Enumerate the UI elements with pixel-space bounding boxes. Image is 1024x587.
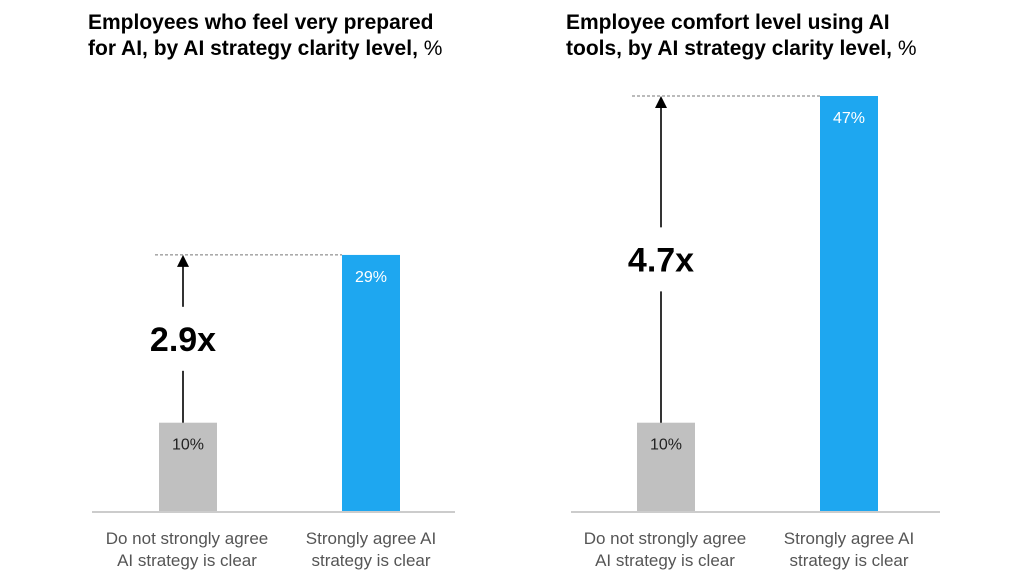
category-label-line-1: Strongly agree AI xyxy=(783,529,915,548)
bar-low xyxy=(159,422,217,511)
category-label-line-2: AI strategy is clear xyxy=(117,551,257,570)
data-label-low: 10% xyxy=(172,437,204,454)
category-label-low: Do not strongly agree AI strategy is cle… xyxy=(565,528,765,572)
chart-title: Employees who feel very prepared for AI,… xyxy=(88,10,442,62)
chart-title-line-2-text: tools, by AI strategy clarity level, xyxy=(566,37,898,60)
data-label-high: 29% xyxy=(355,269,387,286)
category-label-line-2: strategy is clear xyxy=(311,551,431,570)
category-label-high: Strongly agree AI strategy is clear xyxy=(749,528,949,572)
chart-title-line-1: Employee comfort level using AI xyxy=(566,11,890,34)
category-label-line-1: Do not strongly agree xyxy=(583,529,747,548)
arrow-head-icon xyxy=(177,254,189,267)
category-label-line-2: AI strategy is clear xyxy=(595,551,735,570)
category-label-high: Strongly agree AI strategy is clear xyxy=(271,528,471,572)
category-label-line-1: Strongly agree AI xyxy=(305,529,437,548)
chart-title-line-2-text: for AI, by AI strategy clarity level, xyxy=(88,37,424,60)
chart-title-line-2: for AI, by AI strategy clarity level, % xyxy=(88,36,442,62)
bar-chart-left: 10% 29% 2.9x xyxy=(92,254,455,513)
data-label-high: 47% xyxy=(833,110,865,127)
multiplier-label: 2.9x xyxy=(150,321,216,359)
category-label-low: Do not strongly agree AI strategy is cle… xyxy=(87,528,287,572)
chart-panel-left: Employees who feel very prepared for AI,… xyxy=(87,10,471,572)
chart-title: Employee comfort level using AI tools, b… xyxy=(566,10,917,62)
category-label-line-1: Do not strongly agree xyxy=(105,529,269,548)
chart-title-unit: % xyxy=(897,37,917,60)
bar-low xyxy=(637,422,695,511)
arrow-head-icon xyxy=(655,96,667,108)
multiplier-label: 4.7x xyxy=(628,241,694,279)
chart-title-line-1: Employees who feel very prepared xyxy=(88,11,434,34)
bar-high xyxy=(820,96,878,511)
chart-title-line-2: tools, by AI strategy clarity level, % xyxy=(566,36,917,62)
category-label-line-2: strategy is clear xyxy=(789,551,909,570)
chart-title-unit: % xyxy=(423,37,443,60)
bar-high xyxy=(342,254,400,512)
data-label-low: 10% xyxy=(650,437,682,454)
